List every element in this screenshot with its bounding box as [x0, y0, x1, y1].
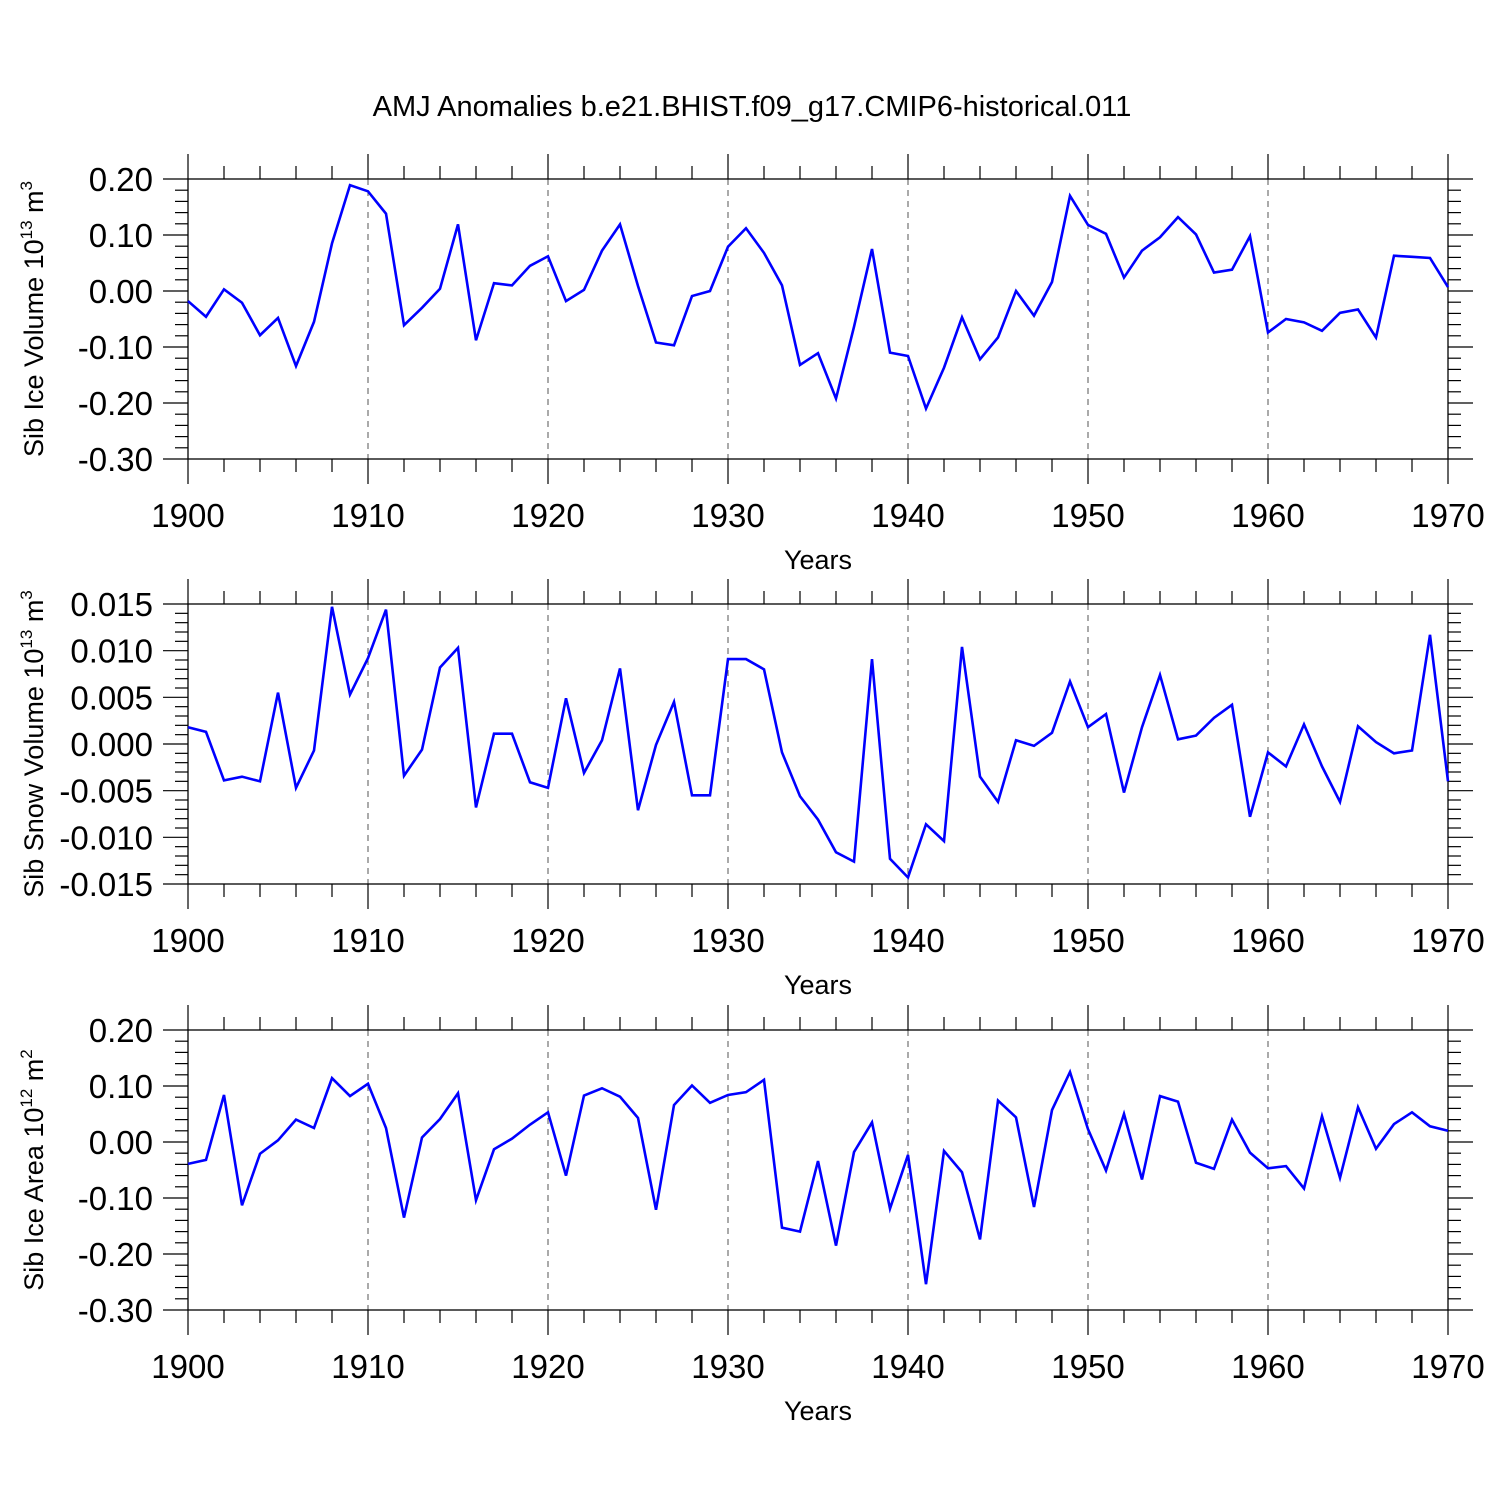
- y-tick-label: 0.20: [89, 1012, 153, 1049]
- y-tick-label: -0.30: [78, 1292, 153, 1329]
- x-tick-label: 1900: [151, 497, 224, 534]
- y-tick-label: 0.00: [89, 1124, 153, 1161]
- y-tick-label: 0.010: [70, 633, 153, 670]
- y-tick-label: 0.00: [89, 273, 153, 310]
- panel-sib-snow-volume: -0.015 -0.010 -0.005 0.000 0.005 0.010 0.015 19…: [17, 579, 1485, 1000]
- x-tick-label: 1930: [691, 497, 764, 534]
- x-tick-label: 1920: [511, 922, 584, 959]
- panel-sib-ice-area: -0.30 -0.20 -0.10 0.00 0.10 0.20 1900 1910 1920 1…: [17, 1005, 1485, 1426]
- y-tick-label: -0.10: [78, 329, 153, 366]
- figure-title: AMJ Anomalies b.e21.BHIST.f09_g17.CMIP6-…: [373, 91, 1132, 123]
- y-tick-label: 0.10: [89, 217, 153, 254]
- x-tick-label: 1960: [1231, 1348, 1304, 1385]
- x-tick-label: 1910: [331, 1348, 404, 1385]
- y-tick-label: -0.010: [59, 819, 153, 856]
- x-tick-label: 1950: [1051, 1348, 1124, 1385]
- y-tick-label: -0.30: [78, 441, 153, 478]
- panel-sib-ice-volume: -0.30 -0.20 -0.10 0.00 0.10 0.20 1900 1910 1920 1…: [17, 154, 1485, 575]
- y-axis-label: Sib Snow Volume 1013 m3: [17, 590, 49, 898]
- x-tick-label: 1900: [151, 1348, 224, 1385]
- x-tick-label: 1920: [511, 497, 584, 534]
- x-tick-label: 1910: [331, 497, 404, 534]
- x-axis-label: Years: [784, 970, 852, 1000]
- x-axis-label: Years: [784, 1396, 852, 1426]
- x-tick-label: 1910: [331, 922, 404, 959]
- y-tick-label: -0.20: [78, 1236, 153, 1273]
- y-tick-label: -0.20: [78, 385, 153, 422]
- x-tick-label: 1920: [511, 1348, 584, 1385]
- plot-frame: [187, 178, 1449, 460]
- x-tick-label: 1930: [691, 922, 764, 959]
- y-axis-label: Sib Ice Area 1012 m2: [17, 1049, 49, 1291]
- plot-frame: [187, 1029, 1449, 1311]
- x-tick-label: 1960: [1231, 497, 1304, 534]
- x-tick-label: 1930: [691, 1348, 764, 1385]
- y-tick-label: 0.015: [70, 586, 153, 623]
- y-tick-label: 0.000: [70, 726, 153, 763]
- x-tick-label: 1940: [871, 497, 944, 534]
- y-tick-label: 0.20: [89, 161, 153, 198]
- y-tick-label: 0.10: [89, 1068, 153, 1105]
- series-line-sib-snow-volume: [187, 606, 1450, 880]
- y-tick-label: -0.10: [78, 1180, 153, 1217]
- x-tick-label: 1900: [151, 922, 224, 959]
- x-tick-label: 1950: [1051, 922, 1124, 959]
- x-tick-label: 1950: [1051, 497, 1124, 534]
- series-line-sib-ice-area: [187, 1068, 1449, 1285]
- x-axis-label: Years: [784, 545, 852, 575]
- y-tick-label: -0.005: [59, 773, 153, 810]
- x-tick-label: 1940: [871, 922, 944, 959]
- x-tick-label: 1970: [1411, 922, 1484, 959]
- x-tick-label: 1970: [1411, 497, 1484, 534]
- y-axis-label: Sib Ice Volume 1013 m3: [17, 181, 49, 457]
- series-line-sib-ice-volume: [187, 183, 1450, 413]
- plot-frame: [187, 603, 1449, 885]
- y-tick-label: 0.005: [70, 679, 153, 716]
- y-tick-label: -0.015: [59, 866, 153, 903]
- x-tick-label: 1960: [1231, 922, 1304, 959]
- x-tick-label: 1940: [871, 1348, 944, 1385]
- x-tick-label: 1970: [1411, 1348, 1484, 1385]
- panels: -0.30 -0.20 -0.10 0.00 0.10 0.20 1900 1910 1920 1…: [17, 154, 1485, 1426]
